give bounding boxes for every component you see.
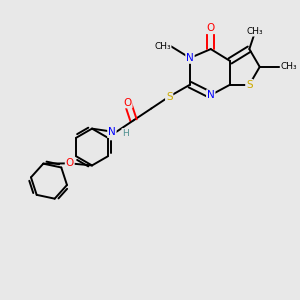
Text: CH₃: CH₃ [154,42,171,51]
Text: CH₃: CH₃ [280,62,297,71]
Text: S: S [166,92,172,102]
Text: N: N [186,53,194,63]
Text: O: O [66,158,74,168]
Text: CH₃: CH₃ [247,27,264,36]
Text: N: N [207,90,214,100]
Text: S: S [246,80,253,90]
Text: O: O [124,98,132,107]
Text: N: N [108,127,116,137]
Text: O: O [207,23,215,33]
Text: H: H [122,129,129,138]
